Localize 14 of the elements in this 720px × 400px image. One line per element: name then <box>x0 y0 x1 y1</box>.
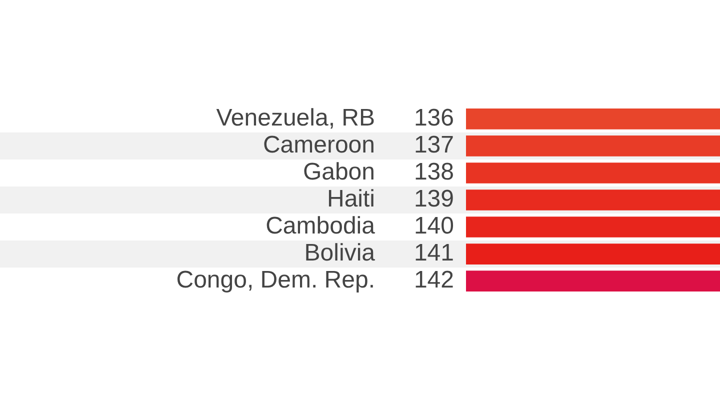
text: 141 <box>414 240 454 267</box>
y-tick-label: Gabon <box>302 158 375 186</box>
y-tick-label: Venezuela, RB <box>216 104 375 132</box>
y-tick-label: Cameroon <box>262 132 375 159</box>
text: 137 <box>414 132 454 159</box>
y-tick-label: Cambodia <box>266 212 376 240</box>
y-tick-label: Congo, Dem. Rep. <box>176 266 375 294</box>
text: 140 <box>414 212 454 240</box>
text: 139 <box>414 186 454 213</box>
y-tick-label: Haiti <box>326 186 375 213</box>
y-tick-label: Bolivia <box>304 240 376 267</box>
text: 136 <box>414 104 454 132</box>
text: 138 <box>414 158 454 186</box>
text: 142 <box>414 266 454 294</box>
